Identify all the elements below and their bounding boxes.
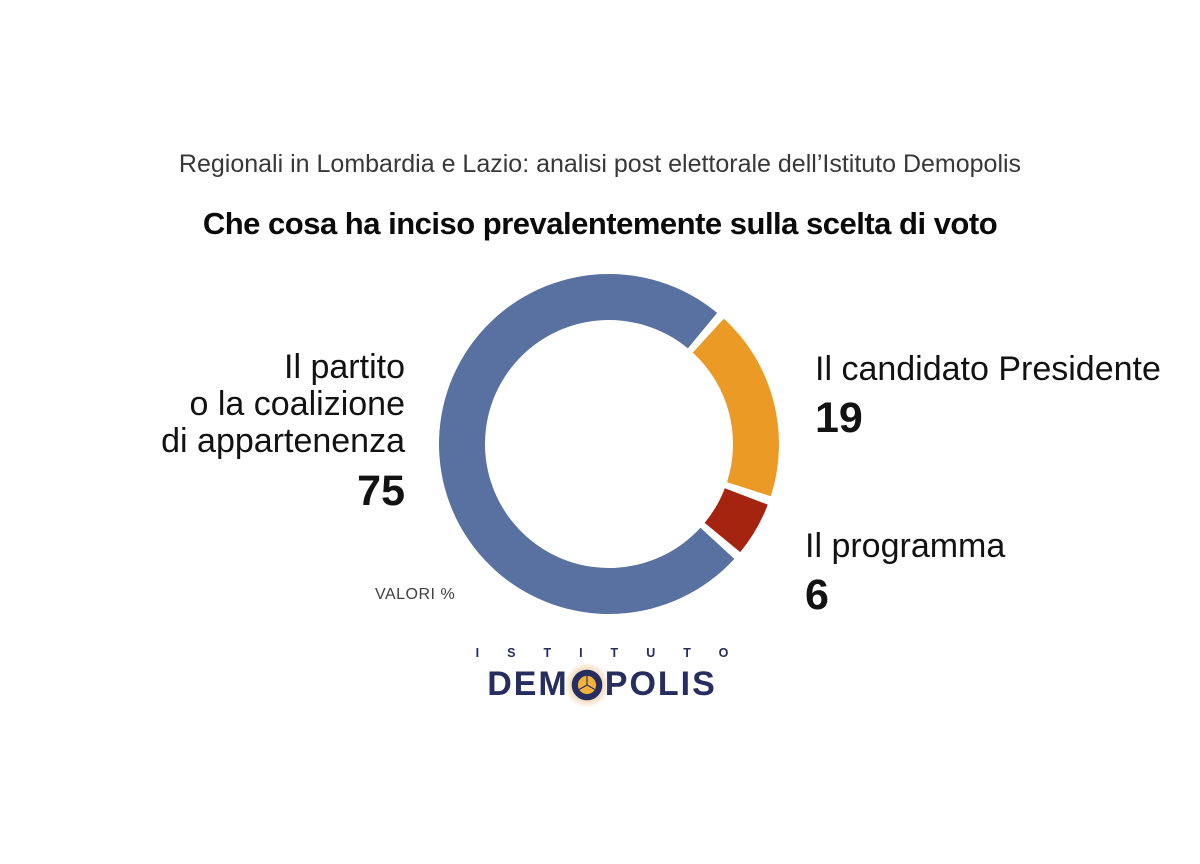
callout-label-line: Il partito bbox=[284, 348, 405, 386]
callout-label-line: di appartenenza bbox=[161, 422, 405, 460]
logo-wordmark-prefix: DEM bbox=[487, 664, 569, 703]
donut-segment-partito bbox=[439, 274, 735, 615]
unit-note: VALORI % bbox=[375, 586, 456, 603]
callout-label-line: Il programma bbox=[805, 527, 1006, 565]
logo-wordmark-suffix: POLIS bbox=[604, 664, 717, 703]
logo-istituto: ISTITUTO bbox=[475, 646, 757, 660]
callout-candidato: Il candidato Presidente 19 bbox=[815, 349, 1161, 441]
donut-segment-programma bbox=[704, 488, 768, 553]
callout-value: 6 bbox=[805, 571, 829, 619]
callout-programma: Il programma 6 bbox=[805, 526, 1005, 618]
callout-label-line: o la coalizione bbox=[189, 385, 405, 423]
callout-value: 19 bbox=[815, 394, 863, 442]
donut-chart bbox=[439, 274, 779, 615]
callout-value: 75 bbox=[357, 467, 405, 515]
logo-wordmark: DEM POLIS bbox=[448, 661, 756, 708]
callout-label-line: Il candidato Presidente bbox=[815, 350, 1161, 388]
chart-supertitle: Regionali in Lombardia e Lazio: analisi … bbox=[178, 150, 1022, 178]
chart-title: Che cosa ha inciso prevalentemente sulla… bbox=[202, 206, 998, 241]
callout-partito: Il partito o la coalizione di appartenen… bbox=[161, 348, 405, 515]
demopolis-o-icon bbox=[563, 662, 610, 708]
donut-segment-candidato bbox=[692, 318, 779, 497]
demopolis-logo: ISTITUTO DEM bbox=[448, 646, 756, 708]
